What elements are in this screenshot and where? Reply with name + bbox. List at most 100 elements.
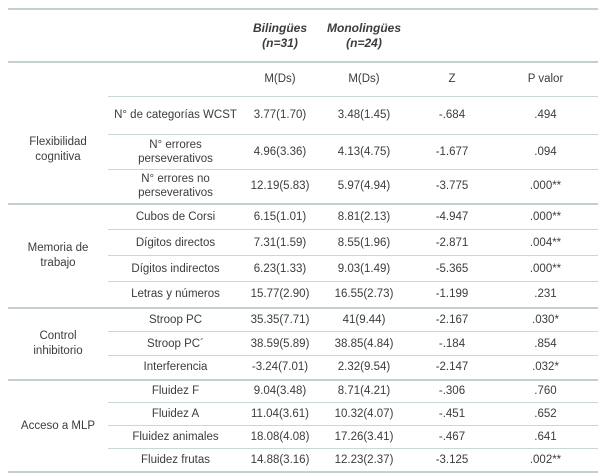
monolingues-value: 4.13(4.75): [317, 134, 411, 170]
bilingues-value: 3.77(1.70): [243, 96, 317, 135]
p-value: .030*: [493, 307, 598, 333]
group-header-row: Bilingües (n=31) Monolingües (n=24): [8, 9, 598, 63]
section-label: Control inhibitorio: [8, 307, 108, 381]
section-label: Flexibilidad cognitiva: [8, 96, 108, 205]
table-row: Acceso a MLP Fluidez F 9.04(3.48) 8.71(4.21…: [8, 379, 598, 473]
bilingues-value: -3.24(7.01): [243, 355, 317, 381]
table-row: N° errores no perseverativos 12.19(5.83) 5…: [8, 169, 598, 205]
bilingues-value: 18.08(4.08): [243, 425, 317, 450]
empty-cell: [8, 62, 108, 97]
bilingues-value: 6.23(1.33): [243, 255, 317, 283]
bilingues-value: 15.77(2.90): [243, 281, 317, 309]
monolingues-value: 8.71(4.21): [317, 379, 411, 404]
stat-header-row: M(Ds) M(Ds) Z P valor: [8, 62, 598, 97]
empty-cell: [8, 9, 108, 63]
monolingues-value: 2.32(9.54): [317, 355, 411, 381]
col-header-p-valor: P valor: [493, 62, 598, 97]
p-value: .652: [493, 402, 598, 427]
table-row: Interferencia -3.24(7.01) 2.32(9.54) -2.147…: [8, 355, 598, 381]
empty-cell: [493, 9, 598, 63]
table-row: N° errores perseverativos 4.96(3.36) 4.13(…: [8, 134, 598, 170]
z-value: -1.199: [411, 281, 493, 309]
monolingues-value: 16.55(2.73): [317, 281, 411, 309]
empty-cell: [108, 9, 243, 63]
z-value: -1.677: [411, 134, 493, 170]
monolingues-value: 17.26(3.41): [317, 425, 411, 450]
section-label: Memoria de trabajo: [8, 203, 108, 309]
table-row: Fluidez animales 18.08(4.08) 17.26(3.41) -.…: [8, 425, 598, 450]
bilingues-group-header: Bilingües (n=31): [243, 9, 317, 63]
col-header-m-monolingues: M(Ds): [317, 62, 411, 97]
p-value: .494: [493, 96, 598, 135]
bilingues-title: Bilingües: [252, 20, 307, 35]
z-value: -2.167: [411, 307, 493, 333]
empty-cell: [411, 9, 493, 63]
p-value: .004**: [493, 229, 598, 257]
measure-label: Interferencia: [108, 355, 243, 381]
bilingues-value: 11.04(3.61): [243, 402, 317, 427]
bilingues-value: 9.04(3.48): [243, 379, 317, 404]
monolingues-n: (n=24): [346, 35, 382, 50]
z-value: -2.147: [411, 355, 493, 381]
measure-label: Fluidez A: [108, 402, 243, 427]
bilingues-value: 7.31(1.59): [243, 229, 317, 257]
monolingues-value: 5.97(4.94): [317, 169, 411, 205]
col-header-z: Z: [411, 62, 493, 97]
monolingues-group-header: Monolingües (n=24): [317, 9, 411, 63]
table-row: Control inhibitorio Stroop PC 35.35(7.71) 4…: [8, 307, 598, 381]
table-row: Letras y números 15.77(2.90) 16.55(2.73) -1…: [8, 281, 598, 309]
p-value: .854: [493, 331, 598, 357]
table-row: Stroop PC´ 38.59(5.89) 38.85(4.84) -.184.85…: [8, 331, 598, 357]
z-value: -.684: [411, 96, 493, 135]
bilingues-value: 14.88(3.16): [243, 448, 317, 473]
monolingues-value: 9.03(1.49): [317, 255, 411, 283]
p-value: .094: [493, 134, 598, 170]
bilingues-value: 6.15(1.01): [243, 203, 317, 231]
z-value: -3.125: [411, 448, 493, 473]
measure-label: N° errores perseverativos: [108, 134, 243, 170]
bilingues-value: 4.96(3.36): [243, 134, 317, 170]
p-value: .032*: [493, 355, 598, 381]
monolingues-value: 10.32(4.07): [317, 402, 411, 427]
table-row: Flexibilidad cognitiva N° de categorías W…: [8, 96, 598, 205]
monolingues-title: Monolingües: [327, 20, 401, 35]
z-value: -4.947: [411, 203, 493, 231]
bilingues-value: 12.19(5.83): [243, 169, 317, 205]
measure-label: Stroop PC: [108, 307, 243, 333]
bilingues-n: (n=31): [262, 35, 298, 50]
measure-label: Fluidez frutas: [108, 448, 243, 473]
table-row: Fluidez A 11.04(3.61) 10.32(4.07) -.451.652: [8, 402, 598, 427]
p-value: .641: [493, 425, 598, 450]
z-value: -2.871: [411, 229, 493, 257]
z-value: -.467: [411, 425, 493, 450]
p-value: .000**: [493, 169, 598, 205]
bilingues-value: 38.59(5.89): [243, 331, 317, 357]
measure-label: N° errores no perseverativos: [108, 169, 243, 205]
z-value: -3.775: [411, 169, 493, 205]
measure-label: Dígitos directos: [108, 229, 243, 257]
monolingues-value: 8.81(2.13): [317, 203, 411, 231]
measure-label: Fluidez F: [108, 379, 243, 404]
results-table: Bilingües (n=31) Monolingües (n=24) M(Ds…: [8, 8, 598, 473]
col-header-m-bilingues: M(Ds): [243, 62, 317, 97]
p-value: .000**: [493, 255, 598, 283]
measure-label: Cubos de Corsi: [108, 203, 243, 231]
monolingues-value: 41(9.44): [317, 307, 411, 333]
table-row: Dígitos indirectos 6.23(1.33) 9.03(1.49) -5…: [8, 255, 598, 283]
p-value: .231: [493, 281, 598, 309]
z-value: -.184: [411, 331, 493, 357]
table-row: Dígitos directos 7.31(1.59) 8.55(1.96) -2.8…: [8, 229, 598, 257]
z-value: -5.365: [411, 255, 493, 283]
monolingues-value: 8.55(1.96): [317, 229, 411, 257]
monolingues-value: 3.48(1.45): [317, 96, 411, 135]
z-value: -.306: [411, 379, 493, 404]
z-value: -.451: [411, 402, 493, 427]
monolingues-value: 38.85(4.84): [317, 331, 411, 357]
section-label: Acceso a MLP: [8, 379, 108, 473]
empty-cell: [108, 62, 243, 97]
measure-label: Letras y números: [108, 281, 243, 309]
table-row: Memoria de trabajo Cubos de Corsi 6.15(1.0…: [8, 203, 598, 309]
p-value: .002**: [493, 448, 598, 473]
measure-label: Stroop PC´: [108, 331, 243, 357]
